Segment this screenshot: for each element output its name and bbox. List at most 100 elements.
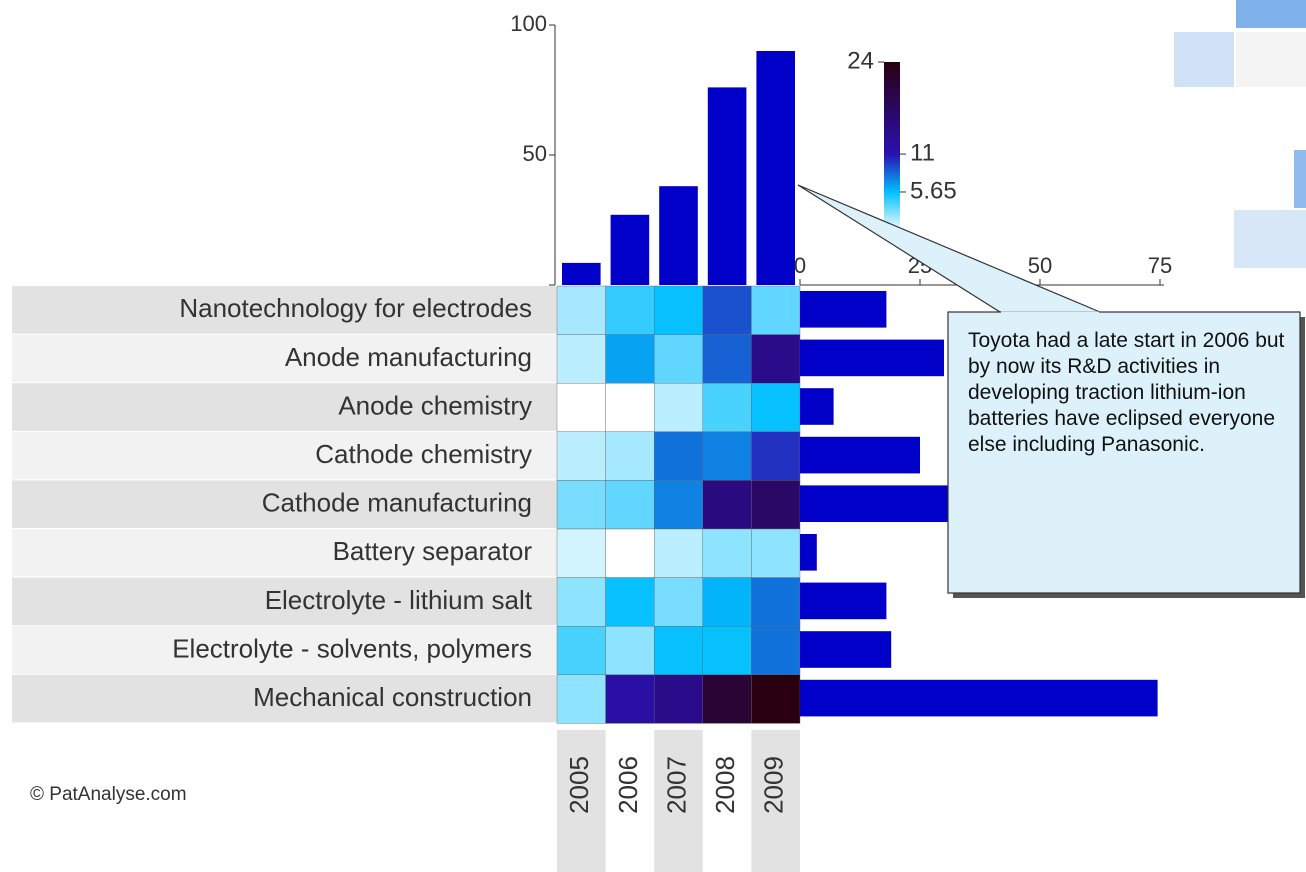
row-label: Anode manufacturing — [285, 342, 532, 372]
heatmap-cell — [556, 480, 606, 530]
heatmap-cell — [702, 528, 752, 578]
heatmap-cell — [654, 674, 704, 724]
row-band — [12, 431, 557, 480]
heatmap-cell — [702, 334, 752, 384]
heatmap-cell — [654, 626, 704, 676]
heatmap-cell — [605, 480, 655, 530]
heatmap-cell — [605, 626, 655, 676]
heatmap-cell — [751, 431, 801, 481]
column-band — [654, 730, 703, 872]
row-band — [12, 529, 557, 577]
heatmap-cell — [654, 431, 704, 481]
annotation: Toyota had a late start in 2006 but by n… — [968, 329, 1285, 456]
heatmap-cell — [751, 480, 801, 530]
row-band — [12, 626, 557, 674]
heatmap-cell — [702, 431, 752, 481]
bar — [800, 485, 968, 522]
heatmap-cell — [605, 383, 655, 433]
heatmap-cell — [556, 674, 606, 724]
heatmap-cell — [605, 674, 655, 724]
heatmap-cell — [702, 577, 752, 627]
column-band — [557, 730, 606, 872]
row-label: Anode chemistry — [338, 390, 532, 420]
heatmap-cell — [751, 334, 801, 384]
x-tick-label: 50 — [1028, 253, 1052, 278]
heatmap-cell — [751, 383, 801, 433]
bar — [800, 582, 887, 620]
bar — [610, 214, 650, 285]
heatmap-cell — [605, 285, 655, 335]
heatmap-cell — [654, 528, 704, 578]
row-label: Cathode chemistry — [315, 439, 532, 469]
y-tick-label: 100 — [510, 11, 547, 36]
heatmap-cell — [556, 383, 606, 433]
bar — [756, 51, 795, 285]
row-label: Electrolyte - solvents, polymers — [172, 633, 532, 663]
x-tick-label: 75 — [1148, 253, 1172, 278]
heatmap-cell — [654, 285, 704, 335]
heatmap-cell — [702, 480, 752, 530]
colorbar-label: 11 — [910, 139, 935, 166]
y-tick-label: 50 — [523, 141, 547, 166]
heatmap-cell — [556, 431, 606, 481]
row-band — [12, 334, 557, 383]
heatmap-cell — [751, 528, 801, 578]
source: © PatAnalyse.com — [30, 784, 187, 805]
heatmap-cell — [556, 334, 606, 384]
column-label: 2009 — [759, 756, 789, 814]
x-tick-label: 0 — [794, 253, 806, 278]
heatmap-cell — [654, 480, 704, 530]
heatmap-cell — [702, 285, 752, 335]
row-band — [12, 383, 557, 431]
colorbar-label: 5.65 — [910, 177, 957, 204]
heatmap-cell — [605, 334, 655, 384]
heatmap-cell — [654, 383, 704, 433]
column-label: 2006 — [613, 756, 643, 814]
bar — [800, 339, 944, 377]
heatmap-cell — [605, 528, 655, 578]
row-label: Nanotechnology for electrodes — [179, 293, 532, 323]
row-band — [12, 577, 557, 626]
heatmap-cell — [556, 285, 606, 335]
heatmap-cell — [556, 528, 606, 578]
bar — [800, 388, 834, 425]
callout — [797, 184, 1305, 598]
column-label: 2007 — [661, 756, 691, 814]
column-band — [751, 730, 800, 872]
row-band — [12, 480, 557, 528]
heatmap-cell — [556, 577, 606, 627]
row-band — [12, 674, 557, 723]
bar — [800, 679, 1158, 717]
heatmap-cell — [605, 431, 655, 481]
row-band — [12, 286, 557, 334]
colorbar — [884, 62, 900, 232]
heatmap-cell — [654, 334, 704, 384]
heatmap-cell — [751, 285, 801, 335]
heatmap-cell — [751, 626, 801, 676]
column-label: 2008 — [710, 756, 740, 814]
row-label: Cathode manufacturing — [262, 488, 532, 518]
bar — [800, 436, 920, 474]
heatmap-cell — [702, 674, 752, 724]
heatmap-cell — [556, 626, 606, 676]
heatmap-cell — [702, 626, 752, 676]
heatmap-cell — [654, 577, 704, 627]
bar — [800, 291, 887, 328]
bar — [659, 186, 698, 285]
row-label: Electrolyte - lithium salt — [265, 585, 533, 615]
row-label: Mechanical construction — [253, 682, 532, 712]
bar — [562, 262, 601, 285]
bar — [707, 87, 747, 286]
heatmap-cell — [702, 383, 752, 433]
bar — [800, 631, 892, 668]
bar — [800, 534, 817, 571]
colorbar-label: 24 — [847, 47, 874, 74]
heatmap-cell — [751, 674, 801, 724]
row-label: Battery separator — [333, 536, 533, 566]
heatmap-cell — [751, 577, 801, 627]
heatmap-cell — [605, 577, 655, 627]
decoration — [1174, 0, 1306, 268]
column-label: 2005 — [564, 756, 594, 814]
